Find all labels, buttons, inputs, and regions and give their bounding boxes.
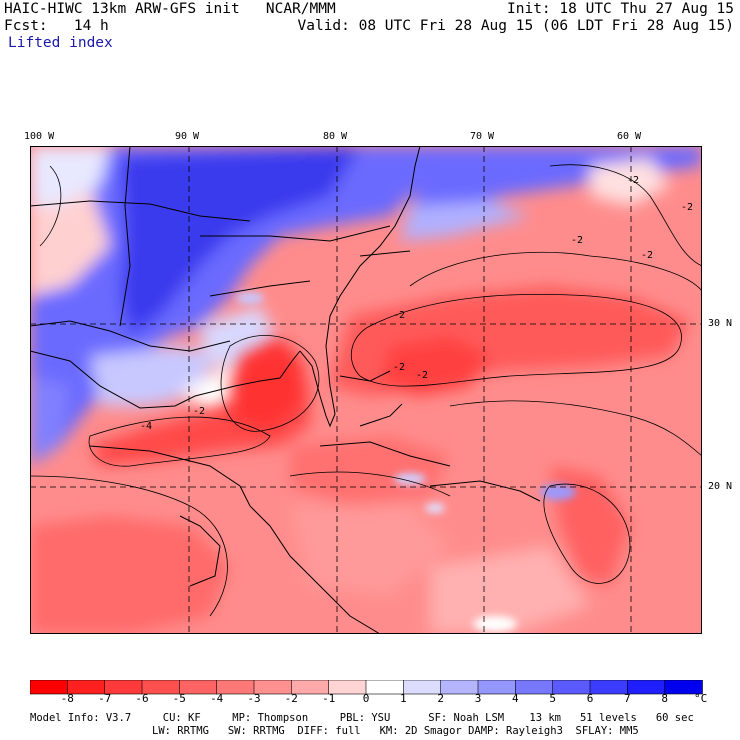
lat-lon-grid xyxy=(30,146,702,634)
lon-label-80w: 80 W xyxy=(323,131,348,142)
lat-label-20n: 20 N xyxy=(708,481,733,492)
colorbar-tick-label: -6 xyxy=(135,692,149,705)
colorbar-tick-label: -7 xyxy=(98,692,112,705)
contour-value-labels: -2 -2 -2 -2 -2 -2 -4 -2 -2 xyxy=(140,175,693,432)
colorbar-tick-label: -2 xyxy=(284,692,298,705)
colorbar-tick-label: -3 xyxy=(247,692,261,705)
lon-label-90w: 90 W xyxy=(175,131,200,142)
unstable-region xyxy=(30,286,690,634)
lon-label-60w: 60 W xyxy=(617,131,642,142)
colorbar-tick-label: 6 xyxy=(586,692,594,705)
lon-label-70w: 70 W xyxy=(470,131,495,142)
contour-label: -2 xyxy=(193,406,205,417)
map-frame xyxy=(30,146,702,634)
contour-label: -2 xyxy=(571,235,583,246)
model-info-line-2: LW: RRTMG SW: RRTMG DIFF: full KM: 2D Sm… xyxy=(152,725,639,737)
contour-label: -2 xyxy=(393,310,405,321)
colorbar-tick-label: 0 xyxy=(362,692,370,705)
contour-label: -2 xyxy=(627,175,639,186)
colorbar-tick-label: 5 xyxy=(549,692,556,705)
colorbar-tick-label: 4 xyxy=(511,692,519,705)
field-name: Lifted index xyxy=(8,35,113,51)
colorbar-tick-label: 2 xyxy=(437,692,444,705)
colorbar-tick-label: 3 xyxy=(474,692,482,705)
contour-label: -2 xyxy=(681,202,693,213)
colorbar-unit: °C xyxy=(694,692,708,705)
contour-lines xyxy=(30,164,702,617)
contour-label: -2 xyxy=(416,370,428,381)
forecast-hour: Fcst: 14 h xyxy=(4,18,109,34)
colorbar-swatch xyxy=(664,680,703,695)
lifted-index-map: -2 -2 -2 -2 -2 -2 -4 -2 -2 xyxy=(30,146,702,634)
lon-label-100w: 100 W xyxy=(24,131,55,142)
colorbar-tick-label: -1 xyxy=(322,692,336,705)
coastlines xyxy=(30,146,541,634)
model-title: HAIC-HIWC 13km ARW-GFS init NCAR/MMM xyxy=(4,1,336,17)
contour-label: -2 xyxy=(641,250,653,261)
colorbar-tick-label: 8 xyxy=(661,692,668,705)
valid-time: Valid: 08 UTC Fri 28 Aug 15 (06 LDT Fri … xyxy=(297,18,735,34)
colorbar-tick-label: -8 xyxy=(60,692,74,705)
contour-label: -2 xyxy=(393,362,405,373)
colorbar-tick-label: 7 xyxy=(623,692,631,705)
lat-label-30n: 30 N xyxy=(708,318,733,329)
model-info-line-1: Model Info: V3.7 CU: KF MP: Thompson PBL… xyxy=(30,712,694,724)
colorbar xyxy=(30,680,703,695)
colorbar-tick-label: -4 xyxy=(210,692,224,705)
init-time: Init: 18 UTC Thu 27 Aug 15 xyxy=(507,1,734,17)
colorbar-tick-label: 1 xyxy=(399,692,407,705)
colorbar-tick-label: -5 xyxy=(172,692,186,705)
contour-label: -4 xyxy=(140,421,152,432)
